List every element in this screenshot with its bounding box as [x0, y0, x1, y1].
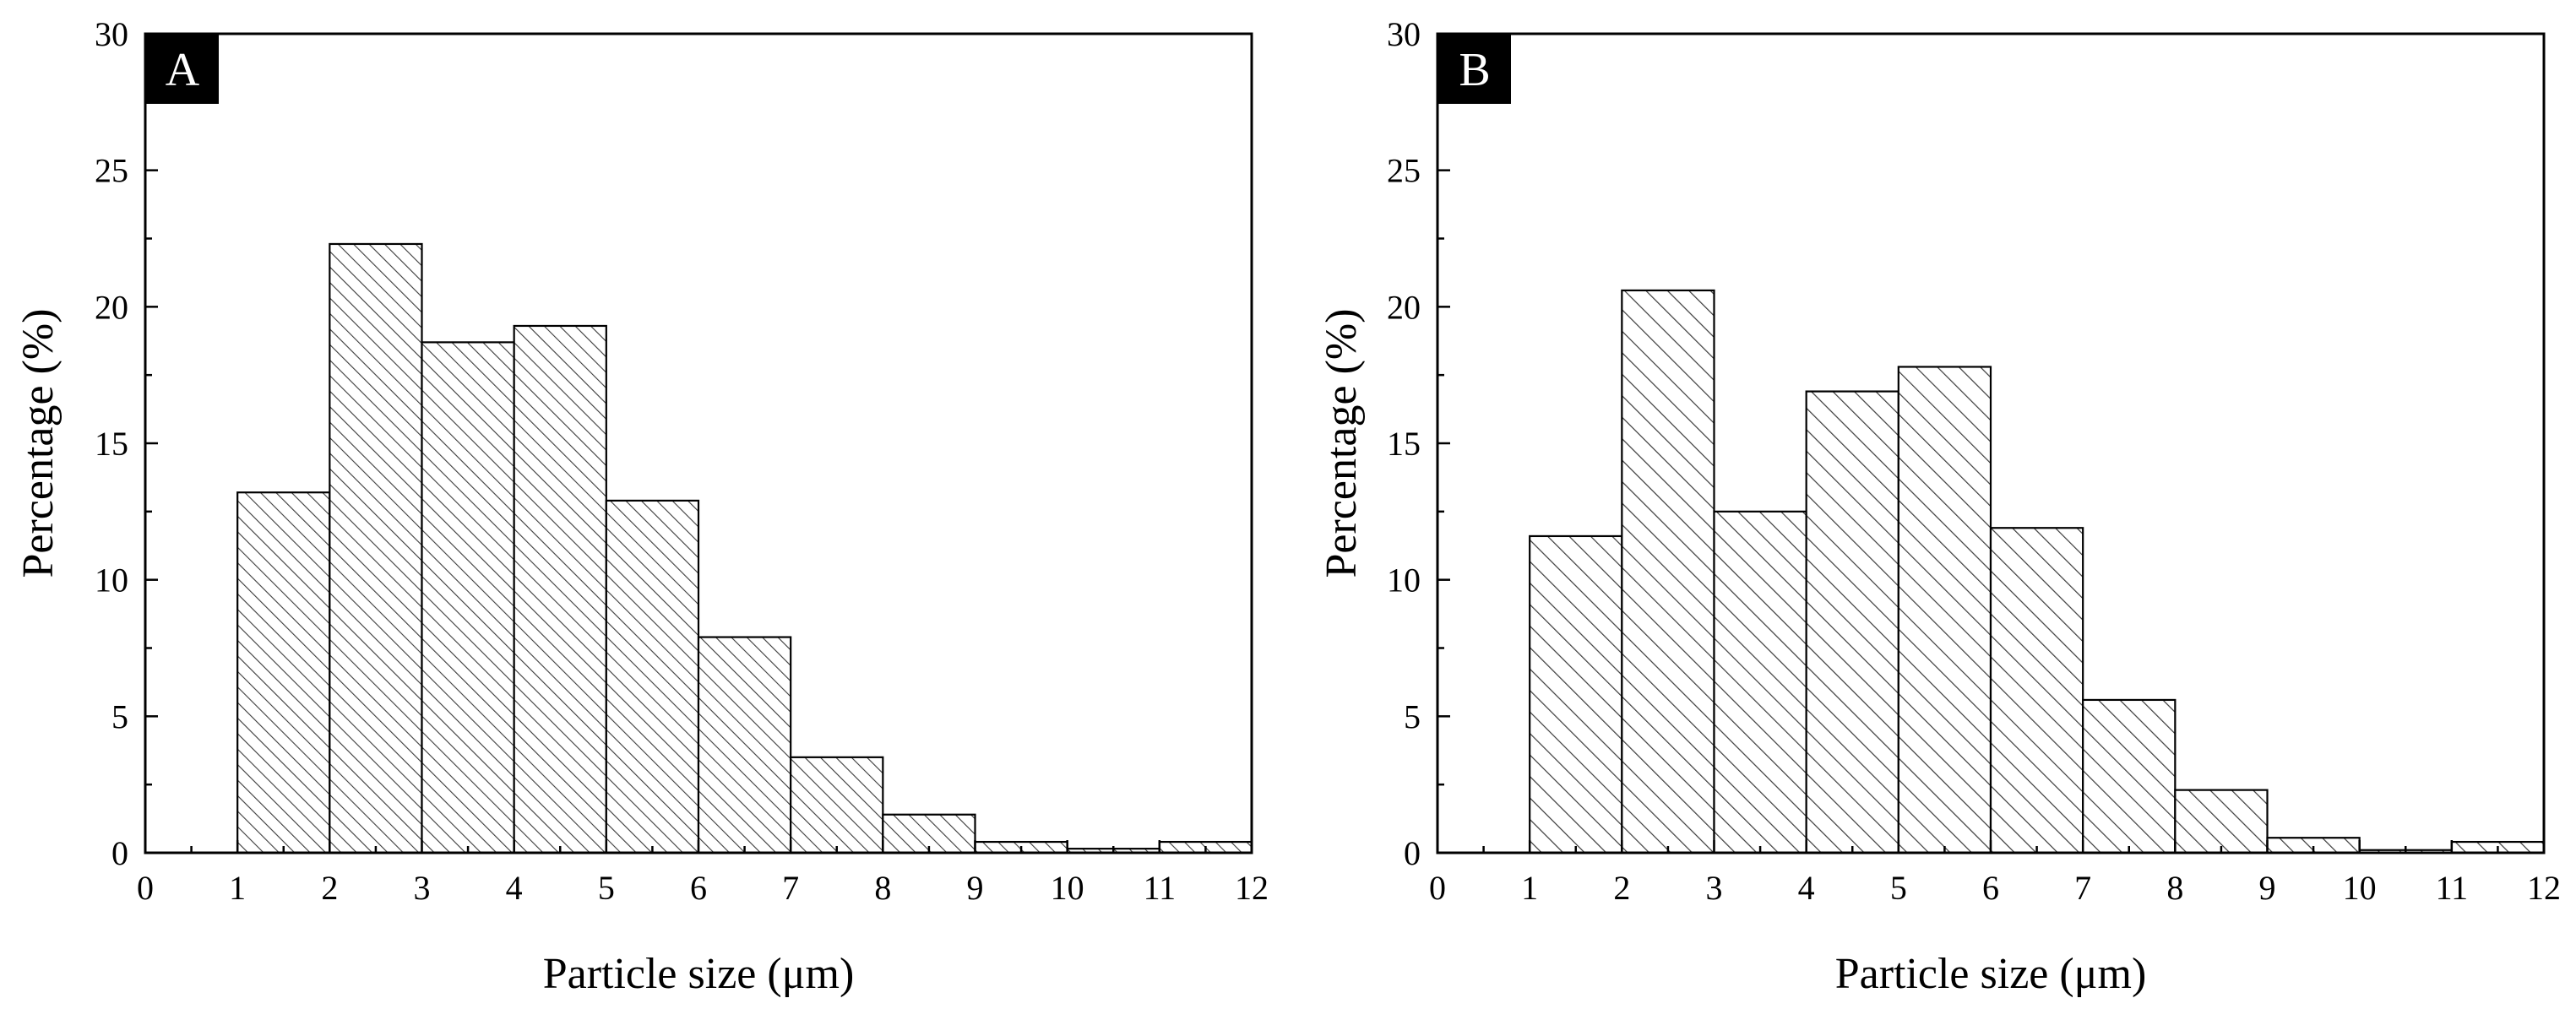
histogram-bar	[697, 636, 792, 854]
panel-label-badge: B	[1438, 35, 1511, 104]
y-tick-label: 5	[111, 697, 128, 735]
x-tick-label: 9	[967, 869, 984, 907]
x-tick-label: 0	[137, 869, 154, 907]
histogram-bars	[236, 242, 1253, 854]
y-axis-title: Percentage (%)	[14, 308, 62, 578]
x-tick-label: 7	[2074, 869, 2091, 907]
histogram-bar	[329, 242, 423, 854]
x-tick-label: 7	[782, 869, 799, 907]
x-tick-label: 11	[2436, 869, 2469, 907]
y-tick-label: 30	[1387, 15, 1421, 53]
histogram-bar	[1713, 510, 1807, 854]
axis-ticks	[144, 32, 1253, 854]
x-tick-label: 8	[2166, 869, 2183, 907]
x-tick-label: 5	[1890, 869, 1907, 907]
x-tick-label: 4	[506, 869, 523, 907]
x-tick-label: 1	[229, 869, 246, 907]
histogram-bars	[1529, 289, 2546, 854]
x-tick-label: 9	[2259, 869, 2276, 907]
x-tick-label: 12	[2527, 869, 2561, 907]
y-tick-label: 10	[95, 561, 128, 599]
x-tick-label: 3	[1706, 869, 1723, 907]
x-tick-label: 5	[598, 869, 615, 907]
x-axis-title: Particle size (μm)	[1835, 950, 2147, 998]
x-tick-label: 2	[1613, 869, 1630, 907]
histogram-bar	[605, 499, 700, 854]
histogram-bar	[2174, 789, 2269, 854]
x-tick-label: 6	[1982, 869, 1999, 907]
x-tick-labels: 0 1 2 3 4 5 6 7 8 9 10 11 12	[137, 869, 1269, 907]
y-tick-label: 15	[95, 425, 128, 463]
x-tick-label: 11	[1144, 869, 1177, 907]
histogram-bar	[1621, 289, 1715, 854]
y-tick-label: 0	[111, 834, 128, 872]
y-tick-labels: 0 5 10 15 20 25 30	[1387, 15, 1421, 872]
x-tick-label: 3	[414, 869, 431, 907]
x-tick-label: 10	[2343, 869, 2377, 907]
x-axis-title: Particle size (μm)	[543, 950, 855, 998]
y-axis-title: Percentage (%)	[1318, 308, 1366, 578]
x-tick-label: 8	[874, 869, 891, 907]
x-tick-label: 4	[1798, 869, 1815, 907]
histogram-bar	[790, 756, 884, 854]
y-tick-labels: 0 5 10 15 20 25 30	[95, 15, 128, 872]
histogram-bar	[513, 324, 607, 854]
x-tick-label: 12	[1235, 869, 1269, 907]
y-tick-label: 20	[95, 288, 128, 326]
y-tick-label: 25	[95, 152, 128, 190]
y-tick-label: 15	[1387, 425, 1421, 463]
panel-label-background	[1438, 35, 1511, 104]
x-tick-label: 6	[690, 869, 707, 907]
histogram-bar	[1897, 366, 1992, 854]
x-tick-label: 10	[1051, 869, 1084, 907]
x-tick-label: 1	[1521, 869, 1538, 907]
x-tick-label: 0	[1429, 869, 1446, 907]
histogram-bar	[421, 341, 515, 854]
y-tick-label: 10	[1387, 561, 1421, 599]
axis-ticks	[1436, 32, 2546, 854]
panel-label: B	[1459, 44, 1490, 96]
histogram-bar	[1989, 527, 2084, 854]
histogram-bar	[2082, 698, 2177, 854]
y-tick-label: 5	[1404, 697, 1421, 735]
y-tick-label: 20	[1387, 288, 1421, 326]
panel-label-badge: A	[146, 35, 219, 104]
panel-label: A	[166, 44, 200, 96]
histogram-bar	[1529, 534, 1623, 854]
histogram-bar	[236, 491, 331, 854]
x-tick-label: 2	[321, 869, 338, 907]
y-tick-label: 30	[95, 15, 128, 53]
panel-label-background	[146, 35, 219, 104]
y-tick-label: 0	[1404, 834, 1421, 872]
histogram-bar	[1805, 390, 1899, 854]
x-tick-labels: 0 1 2 3 4 5 6 7 8 9 10 11 12	[1429, 869, 2561, 907]
y-tick-label: 25	[1387, 152, 1421, 190]
